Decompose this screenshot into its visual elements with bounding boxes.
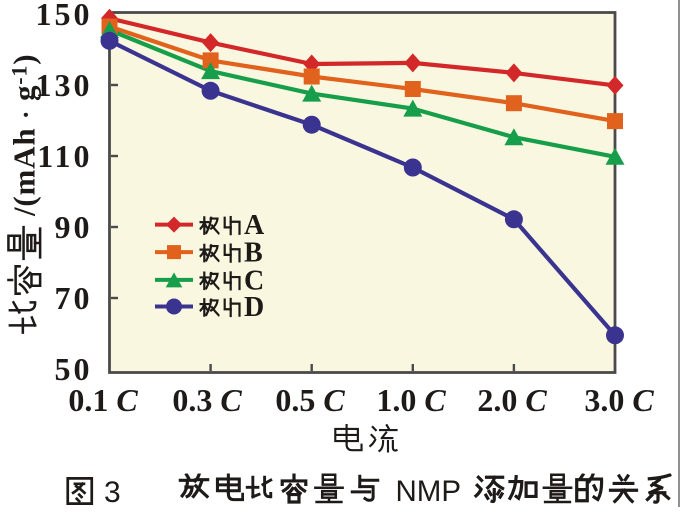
svg-text:150: 150 <box>36 0 93 32</box>
svg-text:90: 90 <box>55 209 93 245</box>
svg-text:NMP: NMP <box>396 475 462 507</box>
svg-text:1.0 C: 1.0 C <box>376 382 446 418</box>
svg-text:D: D <box>244 292 264 323</box>
svg-text:0.3 C: 0.3 C <box>172 382 242 418</box>
svg-text:3.0 C: 3.0 C <box>584 382 654 418</box>
svg-text:110: 110 <box>37 138 92 174</box>
svg-text:0.1 C: 0.1 C <box>68 382 138 418</box>
svg-text:70: 70 <box>55 280 93 316</box>
svg-text:3: 3 <box>104 476 121 507</box>
svg-text:50: 50 <box>55 351 93 387</box>
svg-text:0.5 C: 0.5 C <box>275 382 345 418</box>
svg-text:A: A <box>244 210 265 241</box>
svg-text:C: C <box>244 265 264 296</box>
svg-text:130: 130 <box>36 67 93 103</box>
svg-text:2.0 C: 2.0 C <box>477 382 547 418</box>
svg-text:B: B <box>244 238 263 269</box>
